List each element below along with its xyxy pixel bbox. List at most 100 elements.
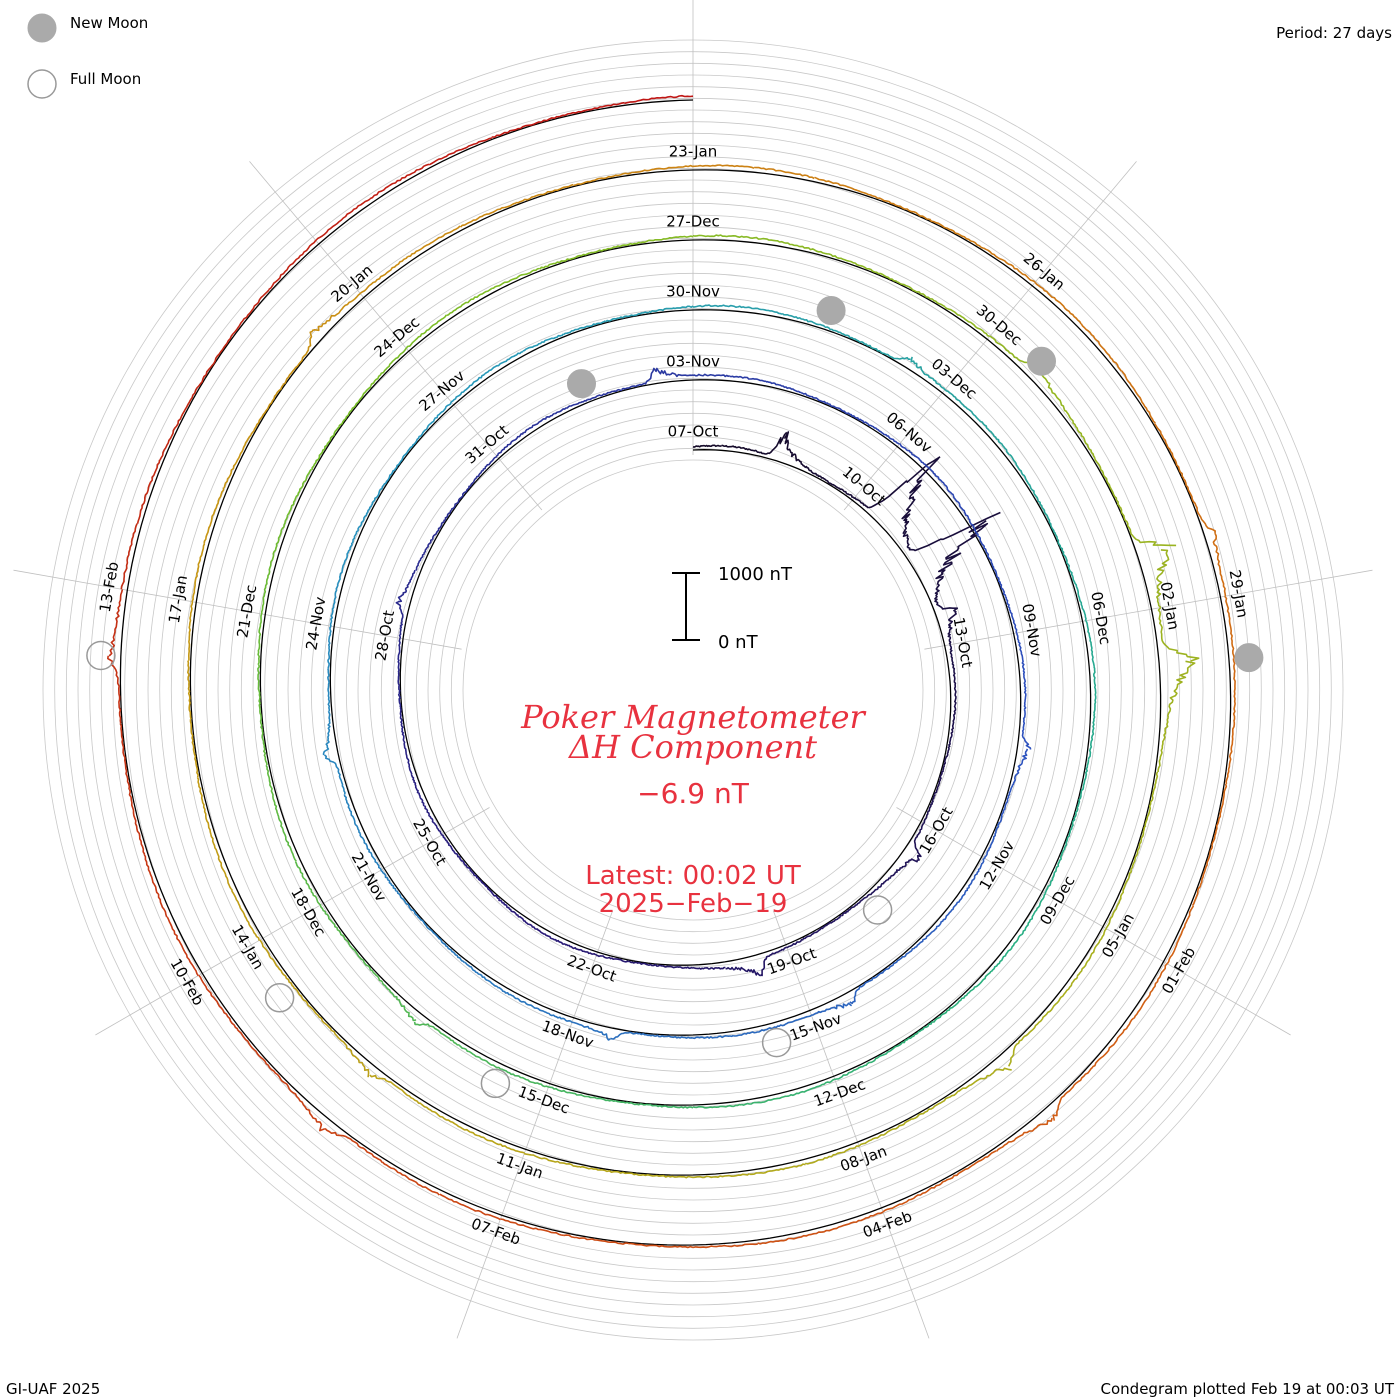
trace-segment xyxy=(596,954,629,963)
trace-segment xyxy=(983,247,1036,283)
trace-segment xyxy=(508,908,537,930)
trace-segment xyxy=(956,1067,1012,1093)
trace-segment xyxy=(351,504,373,544)
trace-segment xyxy=(470,1131,525,1154)
date-label: 31-Oct xyxy=(462,421,513,468)
trace-segment xyxy=(848,260,899,284)
trace-segment xyxy=(760,946,787,977)
trace-segment xyxy=(484,885,510,910)
trace-segment xyxy=(502,1068,549,1088)
trace-segment xyxy=(282,330,313,386)
trace-segment xyxy=(973,527,993,562)
trace-segment xyxy=(692,1243,758,1249)
scale-min-label: 0 nT xyxy=(718,632,759,653)
trace-segment xyxy=(1182,477,1216,534)
trace-segment xyxy=(369,1074,422,1105)
trace-segment xyxy=(757,1231,822,1245)
trace-segment xyxy=(1016,632,1025,672)
date-label: 28-Oct xyxy=(372,609,399,662)
trace-segment xyxy=(765,380,802,394)
trace-segment xyxy=(524,1152,580,1168)
trace-segment xyxy=(311,292,361,332)
period-label: Period: 27 days xyxy=(1276,24,1392,42)
full-moon-marker xyxy=(86,640,116,671)
trace-segment xyxy=(1092,1017,1135,1068)
trace-segment xyxy=(1167,660,1196,718)
trace-segment xyxy=(415,538,433,571)
trace-segment xyxy=(841,896,868,917)
trace-segment xyxy=(1022,670,1027,710)
trace-segment xyxy=(1072,576,1087,622)
trace-segment xyxy=(539,252,590,270)
trace-segment xyxy=(458,1044,503,1070)
trace-segment xyxy=(286,468,312,516)
trace-segment xyxy=(369,347,407,387)
trace-segment xyxy=(910,356,946,391)
latest-date: 2025−Feb−19 xyxy=(599,889,788,919)
trace-segment xyxy=(692,1034,734,1040)
trace-segment xyxy=(369,163,430,200)
trace-segment xyxy=(535,928,566,945)
trace-segment xyxy=(324,1127,383,1164)
trace-segment xyxy=(605,311,649,323)
trace-segment xyxy=(940,1150,997,1185)
trace-segment xyxy=(439,1193,501,1221)
trace-segment xyxy=(990,933,1023,973)
trace-segment xyxy=(413,1021,460,1046)
trace-segment xyxy=(805,1145,860,1165)
trace-segment xyxy=(381,982,417,1022)
trace-segment xyxy=(331,1029,370,1078)
trace-segment xyxy=(260,563,272,615)
trace-segment xyxy=(1011,748,1029,787)
trace-segment xyxy=(397,672,402,708)
trace-segment xyxy=(399,706,405,742)
trace-segment xyxy=(496,431,525,457)
trace-segment xyxy=(1041,975,1079,1020)
trace-segment xyxy=(798,245,850,262)
trace-segment xyxy=(223,434,252,488)
trace-segment xyxy=(624,94,694,105)
trace-segment xyxy=(628,1242,694,1249)
trace-segment xyxy=(999,785,1014,823)
grid-spoke xyxy=(95,807,490,1036)
trace-segment xyxy=(268,239,317,291)
grid-spoke xyxy=(249,161,543,511)
trace-segment xyxy=(250,384,284,436)
grid-spoke xyxy=(773,910,930,1339)
trace-segment xyxy=(319,904,351,946)
trace-segment xyxy=(403,740,413,775)
trace-segment xyxy=(849,973,881,1005)
trace-segment xyxy=(1007,1018,1043,1067)
trace-segment xyxy=(564,943,597,956)
trace-segment xyxy=(879,950,913,975)
trace-segment xyxy=(579,1165,637,1176)
trace-segment xyxy=(462,860,487,887)
trace-segment xyxy=(804,465,830,484)
trace-segment xyxy=(515,183,574,204)
trace-segment xyxy=(188,601,194,661)
trace-segment xyxy=(572,1021,611,1041)
date-label: 26-Jan xyxy=(1020,249,1069,294)
trace-segment xyxy=(853,456,941,509)
trace-segment xyxy=(947,610,957,646)
date-label: 24-Dec xyxy=(371,313,424,361)
trace-segment xyxy=(446,288,492,317)
trace-segment xyxy=(196,777,212,835)
trace-segment xyxy=(882,1183,942,1213)
trace-segment xyxy=(928,218,984,249)
trace-segment xyxy=(788,1078,835,1097)
trace-segment xyxy=(338,385,372,427)
trace-segment xyxy=(143,853,168,918)
trace-segment xyxy=(327,625,332,669)
trace-segment xyxy=(159,399,192,461)
trace-segment xyxy=(995,1117,1053,1152)
trace-segment xyxy=(259,939,295,988)
trace-segment xyxy=(589,241,641,254)
trace-segment xyxy=(943,735,953,766)
new-moon-marker xyxy=(1234,643,1264,673)
trace-segment xyxy=(814,914,842,934)
trace-segment xyxy=(269,514,289,564)
trace-segment xyxy=(405,314,447,349)
trace-segment xyxy=(1080,323,1123,372)
trace-segment xyxy=(901,457,940,535)
